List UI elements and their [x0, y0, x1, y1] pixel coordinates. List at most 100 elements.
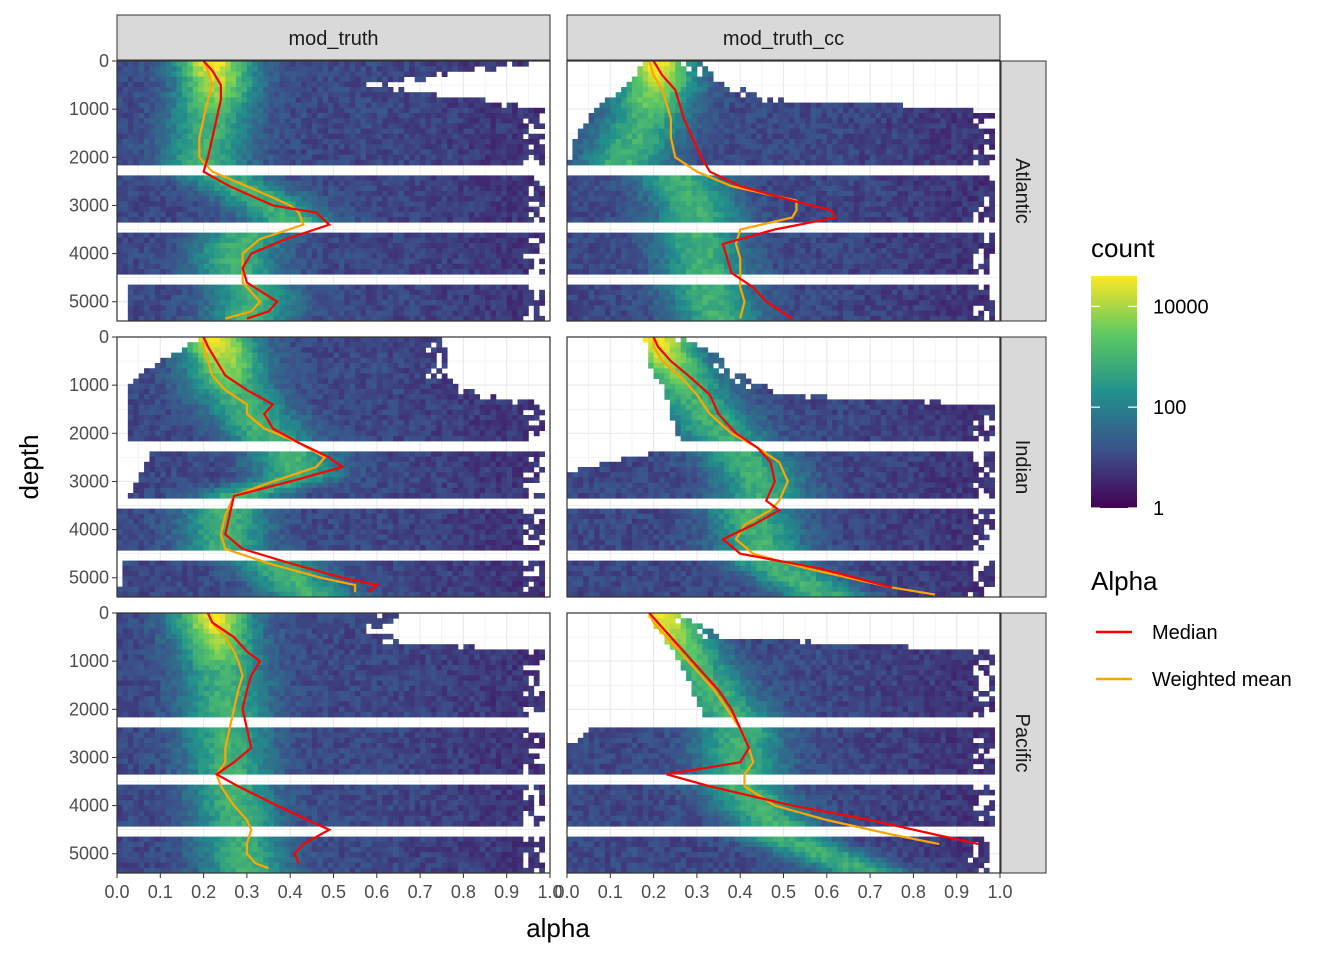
- heatmap-cell: [328, 159, 334, 166]
- heatmap-cell: [430, 133, 437, 140]
- heatmap-cell: [826, 191, 833, 197]
- heatmap-cell: [669, 76, 676, 83]
- heatmap-cell: [880, 201, 887, 207]
- heatmap-cell: [349, 133, 356, 140]
- heatmap-cell: [203, 185, 210, 192]
- heatmap-cell: [306, 128, 313, 135]
- heatmap-cell: [778, 175, 784, 181]
- heatmap-cell: [355, 123, 361, 129]
- heatmap-cell: [268, 180, 275, 187]
- heatmap-cell: [371, 211, 378, 218]
- heatmap-cell: [740, 175, 747, 181]
- heatmap-cell: [333, 107, 340, 114]
- heatmap-cell: [257, 97, 264, 103]
- heatmap-cell: [290, 196, 297, 202]
- heatmap-cell: [122, 185, 129, 192]
- heatmap-cell: [972, 180, 979, 187]
- heatmap-cell: [615, 196, 622, 202]
- heatmap-cell: [891, 133, 898, 140]
- heatmap-cell: [117, 102, 123, 109]
- heatmap-cell: [983, 139, 990, 145]
- heatmap-cell: [463, 217, 470, 223]
- heatmap-cell: [626, 81, 633, 88]
- heatmap-cell: [501, 284, 508, 291]
- heatmap-cell: [648, 71, 654, 77]
- heatmap-cell: [171, 237, 177, 244]
- heatmap-cell: [398, 123, 405, 129]
- heatmap-cell: [626, 175, 633, 181]
- heatmap-cell: [165, 289, 172, 296]
- heatmap-cell: [430, 295, 437, 301]
- heatmap-cell: [723, 97, 730, 103]
- heatmap-cell: [376, 175, 383, 181]
- heatmap-cell: [767, 149, 774, 155]
- heatmap-cell: [848, 128, 855, 135]
- heatmap-cell: [328, 253, 334, 259]
- heatmap-cell: [290, 180, 297, 187]
- heatmap-cell: [138, 144, 145, 150]
- heatmap-cell: [322, 310, 329, 317]
- heatmap-cell: [512, 123, 518, 129]
- heatmap-cell: [344, 191, 351, 197]
- heatmap-cell: [214, 81, 221, 88]
- heatmap-cell: [171, 191, 177, 197]
- heatmap-cell: [246, 133, 253, 140]
- heatmap-cell: [740, 118, 747, 124]
- heatmap-cell: [897, 159, 903, 166]
- heatmap-cell: [626, 102, 633, 109]
- heatmap-cell: [398, 289, 405, 296]
- heatmap-cell: [522, 123, 529, 129]
- heatmap-cell: [907, 159, 914, 166]
- heatmap-cell: [187, 201, 194, 207]
- heatmap-cell: [457, 133, 464, 140]
- heatmap-cell: [572, 201, 579, 207]
- heatmap-cell: [848, 102, 855, 109]
- heatmap-cell: [924, 107, 931, 114]
- heatmap-cell: [983, 180, 990, 187]
- heatmap-cell: [441, 201, 448, 207]
- heatmap-cell: [441, 144, 448, 150]
- heatmap-cell: [171, 289, 177, 296]
- heatmap-cell: [371, 201, 378, 207]
- heatmap-cell: [198, 113, 204, 119]
- heatmap-cell: [815, 180, 822, 187]
- heatmap-cell: [257, 133, 264, 140]
- heatmap-cell: [517, 175, 524, 181]
- heatmap-cell: [376, 295, 383, 301]
- heatmap-cell: [268, 128, 275, 135]
- heatmap-cell: [241, 113, 248, 119]
- heatmap-cell: [284, 180, 291, 187]
- heatmap-cell: [160, 97, 167, 103]
- heatmap-cell: [176, 76, 183, 83]
- heatmap-cell: [745, 118, 752, 124]
- heatmap-cell: [198, 180, 204, 187]
- heatmap-cell: [441, 269, 448, 275]
- heatmap-cell: [252, 253, 259, 259]
- heatmap-cell: [425, 128, 432, 135]
- heatmap-cell: [626, 206, 633, 213]
- heatmap-cell: [192, 97, 199, 103]
- heatmap-cell: [745, 128, 752, 135]
- heatmap-cell: [225, 305, 232, 311]
- heatmap-cell: [517, 295, 524, 301]
- heatmap-cell: [512, 201, 518, 207]
- heatmap-cell: [631, 81, 638, 88]
- heatmap-cell: [907, 185, 914, 192]
- heatmap-cell: [230, 263, 237, 270]
- heatmap-cell: [621, 206, 627, 213]
- heatmap-cell: [457, 144, 464, 150]
- heatmap-cell: [225, 118, 232, 124]
- heatmap-cell: [978, 185, 985, 192]
- heatmap-cell: [284, 175, 291, 181]
- heatmap-cell: [360, 102, 367, 109]
- heatmap-cell: [252, 300, 259, 306]
- heatmap-cell: [826, 133, 833, 140]
- heatmap-cell: [122, 97, 129, 103]
- heatmap-cell: [236, 87, 242, 93]
- heatmap-cell: [360, 201, 367, 207]
- heatmap-cell: [328, 243, 334, 249]
- heatmap-cell: [301, 185, 307, 192]
- heatmap-cell: [572, 217, 579, 223]
- heatmap-cell: [355, 237, 361, 244]
- heatmap-cell: [517, 253, 524, 259]
